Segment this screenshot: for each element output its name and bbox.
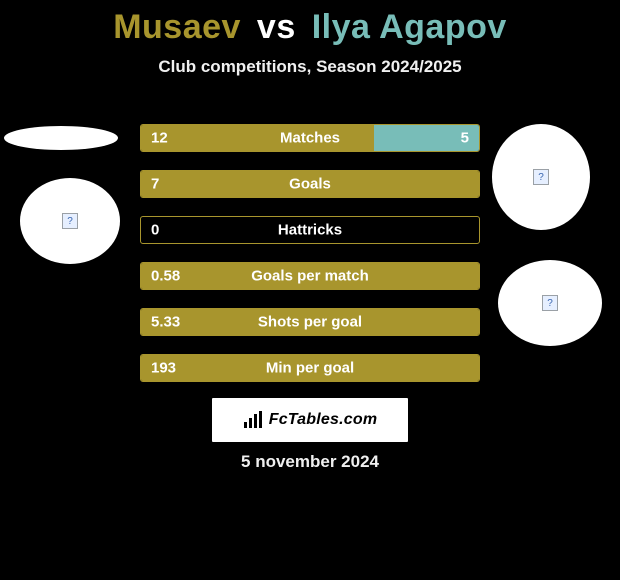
player2-name: Ilya Agapov — [312, 8, 507, 46]
stat-label: Shots per goal — [258, 314, 362, 331]
stat-row: 0.58 Goals per match — [140, 262, 480, 290]
stat-value-left: 193 — [151, 360, 176, 377]
stat-value-left: 5.33 — [151, 314, 180, 331]
stat-value-left: 0.58 — [151, 268, 180, 285]
stat-row: 193 Min per goal — [140, 354, 480, 382]
stat-value-right: 5 — [461, 130, 469, 147]
stat-label: Matches — [280, 130, 340, 147]
stat-row: 5.33 Shots per goal — [140, 308, 480, 336]
stat-value-left: 7 — [151, 176, 159, 193]
stat-label: Goals per match — [251, 268, 369, 285]
player1-name: Musaev — [113, 8, 241, 46]
stat-label: Hattricks — [278, 222, 342, 239]
image-placeholder-icon: ? — [62, 213, 78, 229]
date-label: 5 november 2024 — [0, 452, 620, 472]
branding-text: FcTables.com — [269, 411, 378, 429]
vs-separator: vs — [257, 8, 296, 46]
subtitle: Club competitions, Season 2024/2025 — [0, 57, 620, 77]
stat-label: Min per goal — [266, 360, 354, 377]
stat-value-left: 0 — [151, 222, 159, 239]
stat-row: 12 Matches 5 — [140, 124, 480, 152]
player2-photo-circle-bottom: ? — [498, 260, 602, 346]
stat-value-left: 12 — [151, 130, 168, 147]
stats-chart: 12 Matches 5 7 Goals 0 Hattricks 0.58 Goals per … — [140, 124, 480, 400]
player2-photo-circle-top: ? — [492, 124, 590, 230]
comparison-title: Musaev vs Ilya Agapov — [0, 0, 620, 47]
stat-row: 0 Hattricks — [140, 216, 480, 244]
branding-bars-icon — [243, 411, 263, 429]
player1-photo-ellipse — [4, 126, 118, 150]
stat-label: Goals — [289, 176, 331, 193]
branding-badge: FcTables.com — [212, 398, 408, 442]
image-placeholder-icon: ? — [533, 169, 549, 185]
image-placeholder-icon: ? — [542, 295, 558, 311]
stat-row: 7 Goals — [140, 170, 480, 198]
player1-photo-circle: ? — [20, 178, 120, 264]
